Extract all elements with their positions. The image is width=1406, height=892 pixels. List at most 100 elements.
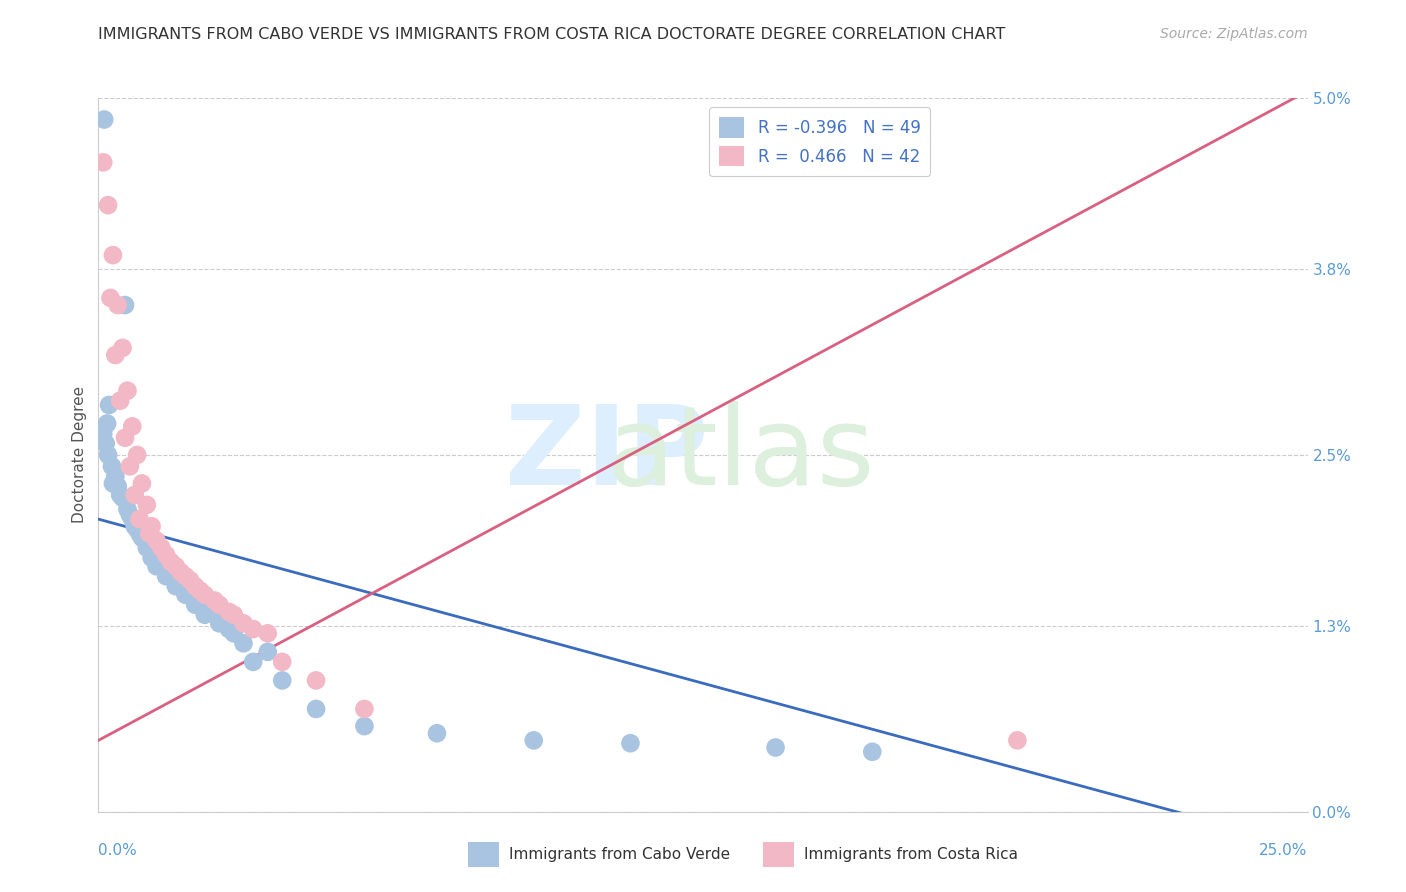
Point — [242, 622, 264, 636]
Point — [107, 298, 129, 312]
Point — [124, 488, 146, 502]
Point — [101, 476, 124, 491]
Point — [256, 626, 278, 640]
Point — [101, 459, 124, 474]
Point — [860, 745, 883, 759]
Point — [208, 616, 231, 631]
Point — [97, 198, 120, 212]
Point — [91, 155, 114, 169]
Point — [138, 536, 160, 550]
Point — [114, 298, 136, 312]
Point — [160, 565, 183, 579]
Point — [131, 531, 153, 545]
Point — [114, 431, 136, 445]
Point — [232, 616, 254, 631]
Point — [117, 384, 139, 398]
Point — [305, 673, 328, 688]
Point — [135, 498, 157, 512]
Point — [121, 419, 143, 434]
Point — [523, 733, 546, 747]
Point — [1007, 733, 1029, 747]
Point — [169, 574, 191, 588]
Point — [150, 555, 173, 569]
Point — [107, 479, 129, 493]
Point — [138, 526, 160, 541]
Text: 0.0%: 0.0% — [98, 843, 138, 858]
Point — [124, 519, 146, 533]
Point — [128, 526, 150, 541]
Point — [218, 605, 240, 619]
Point — [184, 579, 207, 593]
Point — [160, 555, 183, 569]
Point — [179, 583, 201, 598]
Point — [426, 726, 449, 740]
Text: Immigrants from Cabo Verde: Immigrants from Cabo Verde — [509, 847, 730, 862]
Text: IMMIGRANTS FROM CABO VERDE VS IMMIGRANTS FROM COSTA RICA DOCTORATE DEGREE CORREL: IMMIGRANTS FROM CABO VERDE VS IMMIGRANTS… — [98, 27, 1005, 42]
Point — [165, 559, 187, 574]
Point — [242, 655, 264, 669]
Point — [128, 512, 150, 526]
Point — [131, 476, 153, 491]
Point — [91, 426, 114, 441]
Point — [169, 565, 191, 579]
Point — [93, 112, 115, 127]
Point — [204, 605, 226, 619]
Point — [145, 533, 167, 548]
Point — [271, 673, 294, 688]
Point — [204, 593, 226, 607]
Text: Immigrants from Costa Rica: Immigrants from Costa Rica — [804, 847, 1018, 862]
Point — [96, 417, 118, 431]
Point — [118, 459, 141, 474]
Point — [174, 588, 197, 602]
Point — [305, 702, 328, 716]
Point — [111, 341, 134, 355]
Point — [271, 655, 294, 669]
Text: 25.0%: 25.0% — [1260, 843, 1308, 858]
Point — [179, 574, 201, 588]
Point — [222, 607, 245, 622]
Point — [97, 448, 120, 462]
Point — [353, 702, 375, 716]
Point — [145, 559, 167, 574]
Point — [256, 645, 278, 659]
Point — [127, 448, 149, 462]
Point — [188, 583, 211, 598]
Point — [188, 593, 211, 607]
Point — [111, 491, 134, 505]
Point — [127, 522, 149, 536]
Point — [155, 569, 177, 583]
Legend: R = -0.396   N = 49, R =  0.466   N = 42: R = -0.396 N = 49, R = 0.466 N = 42 — [709, 107, 931, 176]
Point — [98, 398, 121, 412]
Point — [108, 488, 131, 502]
Point — [208, 598, 231, 612]
Point — [104, 348, 127, 362]
Point — [218, 622, 240, 636]
Point — [184, 598, 207, 612]
Point — [174, 569, 197, 583]
Point — [100, 291, 122, 305]
Point — [118, 508, 141, 522]
Point — [108, 393, 131, 408]
Point — [101, 248, 124, 262]
Point — [353, 719, 375, 733]
Point — [117, 502, 139, 516]
Point — [619, 736, 641, 750]
Point — [222, 626, 245, 640]
Point — [135, 541, 157, 555]
Point — [150, 541, 173, 555]
Point — [141, 550, 163, 565]
Point — [155, 548, 177, 562]
Y-axis label: Doctorate Degree: Doctorate Degree — [72, 386, 87, 524]
Point — [104, 469, 127, 483]
Text: Source: ZipAtlas.com: Source: ZipAtlas.com — [1160, 27, 1308, 41]
Text: atlas: atlas — [606, 401, 875, 508]
Point — [141, 519, 163, 533]
Point — [165, 579, 187, 593]
Point — [740, 134, 762, 148]
Point — [94, 436, 117, 450]
Point — [194, 588, 217, 602]
Point — [194, 607, 217, 622]
Point — [232, 636, 254, 650]
Point — [121, 512, 143, 526]
Point — [765, 740, 787, 755]
